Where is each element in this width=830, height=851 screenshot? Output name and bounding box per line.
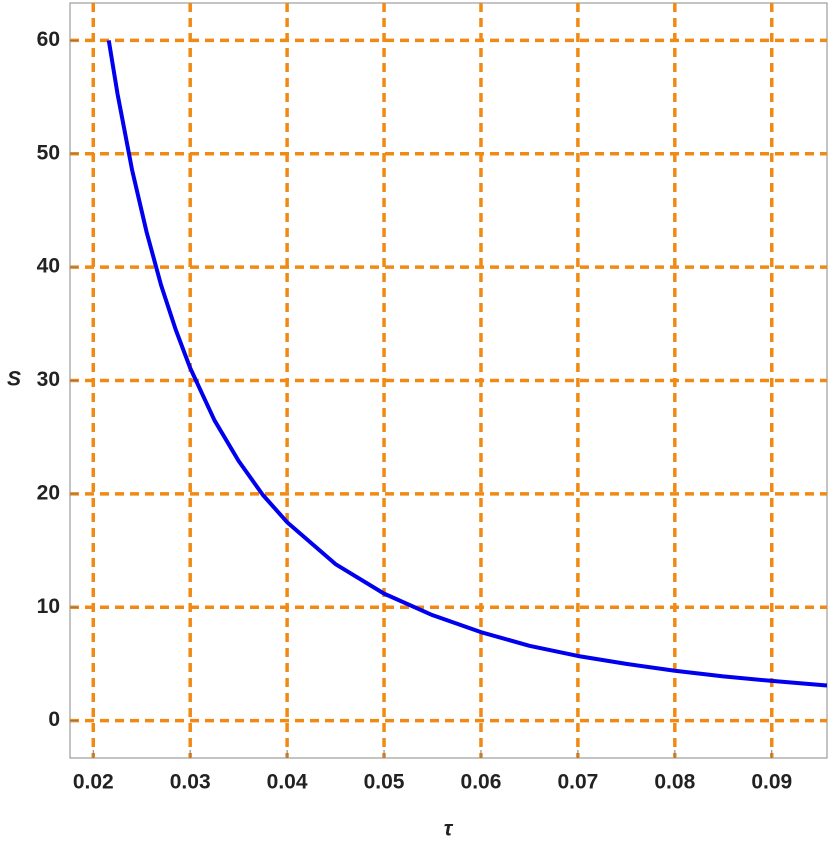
- x-axis-label: τ: [444, 818, 454, 841]
- y-tick-label: 40: [37, 255, 60, 278]
- y-tick-label: 20: [37, 481, 60, 504]
- x-tick-label: 0.08: [654, 771, 695, 794]
- y-tick-label: 0: [48, 708, 60, 731]
- x-tick-label: 0.02: [73, 771, 114, 794]
- x-tick-label: 0.03: [170, 771, 211, 794]
- y-axis-label: S: [7, 368, 21, 391]
- line-series: [106, 40, 828, 688]
- y-tick-label: 60: [37, 28, 60, 51]
- x-tick-label: 0.09: [751, 771, 792, 794]
- x-tick-label: 0.07: [557, 771, 598, 794]
- y-tick-label: 50: [37, 141, 60, 164]
- y-tick-label: 30: [37, 368, 60, 391]
- x-tick-label: 0.05: [364, 771, 405, 794]
- x-tick-label: 0.04: [267, 771, 308, 794]
- x-tick-label: 0.06: [461, 771, 502, 794]
- y-tick-label: 10: [37, 595, 60, 618]
